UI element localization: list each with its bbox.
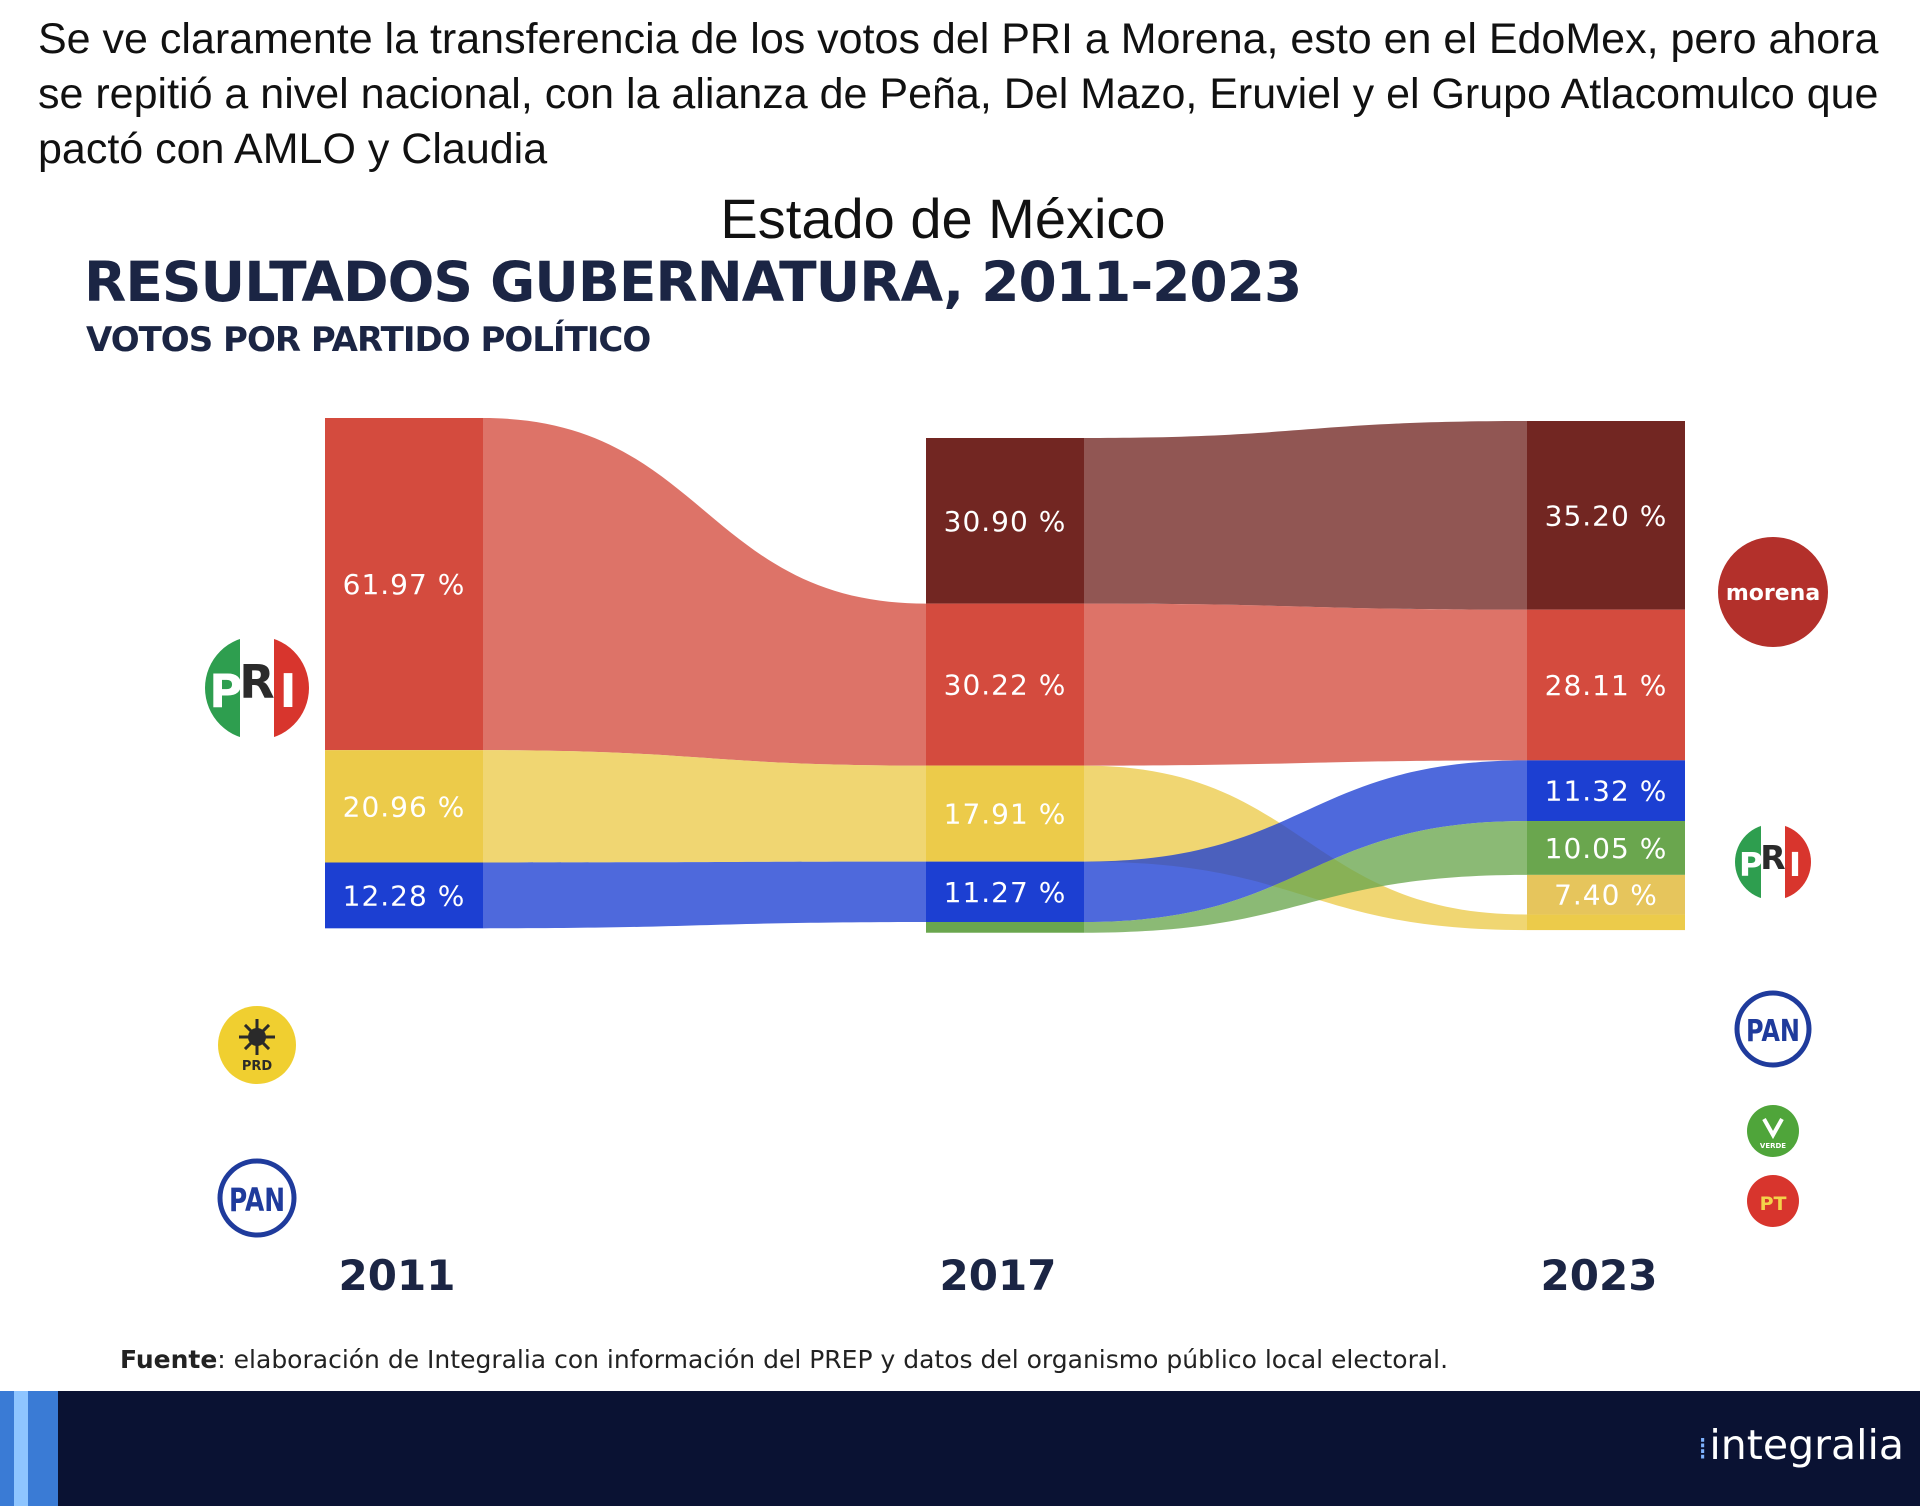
slide-subject: Estado de México [720,187,1166,250]
pri-logo-letter: R [239,655,274,709]
node-prd-2017 [926,765,1084,862]
source-label: Fuente [120,1345,218,1374]
flow-pri-2017-2023 [1084,603,1527,766]
pri-logo-letter: R [1760,838,1785,877]
brand-dots-icon: ⁞ [1697,1432,1708,1467]
node-pri-2023 [1527,609,1685,761]
brand-logo: ⁞integralia [1698,1421,1904,1469]
flow-pri-2011-2017 [483,418,926,766]
value-label-pan-2017: 11.27 % [944,876,1067,909]
pri-logo-icon: P R I [205,636,309,740]
node-pt-2023 [1527,874,1685,915]
value-label-pan-2023: 11.32 % [1545,775,1668,808]
verde-logo-icon: VERDE [1747,1105,1799,1157]
value-label-pan-2011: 12.28 % [343,879,466,912]
source-note: Fuente: elaboración de Integralia con in… [120,1345,1448,1374]
pan-logo-text: PAN [229,1181,285,1219]
footer-accent-stripe [0,1391,58,1506]
pt-logo-icon: PT [1747,1175,1799,1227]
prd-logo-icon: PRD [218,1006,296,1084]
footer-bar: ⁞integralia [0,1391,1920,1506]
morena-logo-text: morena [1726,581,1820,606]
node-pri-2017 [926,603,1084,766]
node-prd-2011 [325,750,483,863]
source-text: : elaboración de Integralia con informac… [217,1345,1449,1374]
prd-logo-text: PRD [242,1059,273,1074]
value-label-pri-2011: 61.97 % [343,568,466,601]
year-label-2017: 2017 [940,1251,1057,1300]
node-morena-2023 [1527,421,1685,610]
flow-pan-2017-2023 [1084,760,1527,923]
value-label-prd-2017: 17.91 % [944,798,1067,831]
pri-logo-letter: I [279,664,296,718]
node-prd-2023 [1527,914,1685,931]
pan-logo-icon: PAN [217,1158,297,1238]
chart-title: RESULTADOS GUBERNATURA, 2011-2023 [84,250,1302,314]
node-morena-2017 [926,438,1084,604]
pri-logo-icon: P R I [1735,824,1811,900]
year-label-2023: 2023 [1541,1251,1658,1300]
value-label-morena-2017: 30.90 % [944,505,1067,538]
value-label-prd-2011: 20.96 % [343,790,466,823]
labels-layer: 61.97 % 20.96 % 12.28 % 30.90 % 30.22 % 17.91… [343,499,1668,912]
flow-pan-2011-2017 [483,861,926,929]
node-verde-2023 [1527,821,1685,875]
chart-subtitle: VOTOS POR PARTIDO POLÍTICO [86,320,651,360]
pri-logo-letter: P [1739,845,1763,884]
morena-logo-icon: morena [1718,537,1828,647]
nodes-layer [325,418,1685,933]
brand-name: integralia [1709,1421,1904,1469]
node-pan-2017 [926,861,1084,923]
flow-verde-2017-2023 [1084,821,1527,933]
value-label-pri-2023: 28.11 % [1545,669,1668,702]
pt-logo-text: PT [1760,1193,1787,1215]
flow-morena-2017-2023 [1084,421,1527,610]
verde-logo-text: VERDE [1760,1142,1786,1150]
year-label-2011: 2011 [339,1251,456,1300]
value-label-verde-2023: 10.05 % [1545,832,1668,865]
node-verde-2017 [926,922,1084,933]
value-label-pri-2017: 30.22 % [944,669,1067,702]
node-pri-2011 [325,418,483,751]
axis-layer: 2011 2017 2023 [339,1251,1658,1300]
pri-logo-letter: P [209,664,243,718]
flow-prd-2011-2017 [483,750,926,863]
pan-logo-text: PAN [1746,1014,1800,1049]
intro-text: Se ve claramente la transferencia de los… [38,15,1879,173]
pan-logo-icon: PAN [1734,990,1812,1068]
footer-accent-stripe [14,1391,28,1506]
pri-logo-letter: I [1789,845,1801,884]
value-label-morena-2023: 35.20 % [1545,499,1668,532]
flows-layer [483,418,1527,933]
node-pan-2023 [1527,760,1685,822]
node-pan-2011 [325,862,483,929]
value-label-pt-2023: 7.40 % [1554,879,1658,912]
